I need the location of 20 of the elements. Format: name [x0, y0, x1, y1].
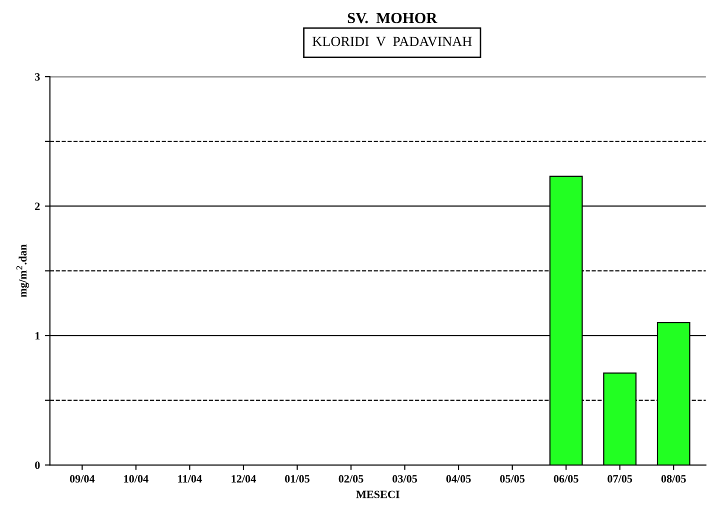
x-tick-label: 11/04 — [178, 475, 202, 483]
y-tick-label: 2 — [35, 202, 40, 210]
x-tick-label: 07/05 — [608, 475, 632, 483]
x-tick-label: 01/05 — [285, 475, 310, 483]
x-tick-label: 05/05 — [500, 475, 525, 483]
y-axis-title: mg/m$^{2}$.dan — [16, 244, 29, 298]
x-tick-label: 04/05 — [446, 475, 471, 483]
chart-subtitle: KLORIDI V PADAVINAH — [312, 36, 472, 46]
y-tick-label: 3 — [35, 73, 40, 81]
x-tick-label: 06/05 — [554, 475, 578, 483]
x-tick-label: 03/05 — [392, 475, 418, 483]
y-tick-label: 1 — [36, 332, 40, 340]
x-tick-label: 09/04 — [70, 475, 95, 483]
x-tick-label: 08/05 — [661, 475, 686, 483]
x-tick-label: 02/05 — [338, 475, 364, 483]
chart-title: SV. MOHOR — [348, 12, 438, 24]
x-axis-title: MESECI — [356, 490, 400, 498]
y-tick-label: 0 — [35, 461, 40, 469]
x-tick-label: 10/04 — [124, 475, 148, 483]
x-tick-label: 12/04 — [232, 475, 256, 483]
